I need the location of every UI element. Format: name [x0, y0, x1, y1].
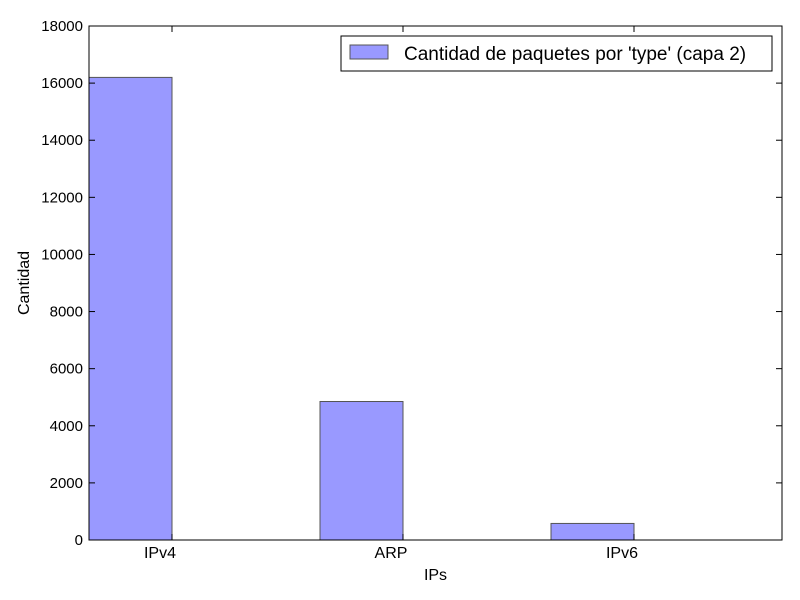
y-tick-label: 0 [75, 532, 83, 549]
legend: Cantidad de paquetes por 'type' (capa 2) [340, 35, 773, 72]
legend-label: Cantidad de paquetes por 'type' (capa 2) [404, 44, 746, 65]
y-axis-ticks: 0 2000 4000 6000 8000 10000 12000 14000 16000 180… [41, 18, 782, 549]
y-tick-label: 14000 [41, 132, 83, 149]
y-tick-label: 12000 [41, 189, 83, 206]
y-axis-label: Cantidad [16, 251, 33, 315]
bar-ipv4 [88, 76, 173, 541]
y-tick-label: 6000 [50, 361, 83, 378]
bar-ipv6 [550, 522, 635, 541]
x-axis-ticks: IPv4 ARP IPv6 [144, 26, 638, 562]
y-tick-label: 8000 [50, 304, 83, 321]
y-tick-label: 4000 [50, 418, 83, 435]
y-tick-label: 16000 [41, 75, 83, 92]
x-tick-label: IPv4 [144, 545, 176, 562]
legend-frame [340, 35, 773, 72]
bar-arp [319, 401, 404, 541]
x-tick-label: IPv6 [606, 545, 638, 562]
y-tick-label: 10000 [41, 246, 83, 263]
legend-swatch [349, 44, 389, 60]
x-axis-label: IPs [424, 567, 447, 584]
y-tick-label: 18000 [41, 18, 83, 35]
y-tick-label: 2000 [50, 475, 83, 492]
plot-frame [88, 25, 783, 541]
x-tick-label: ARP [375, 545, 408, 562]
bar-series [88, 76, 635, 541]
